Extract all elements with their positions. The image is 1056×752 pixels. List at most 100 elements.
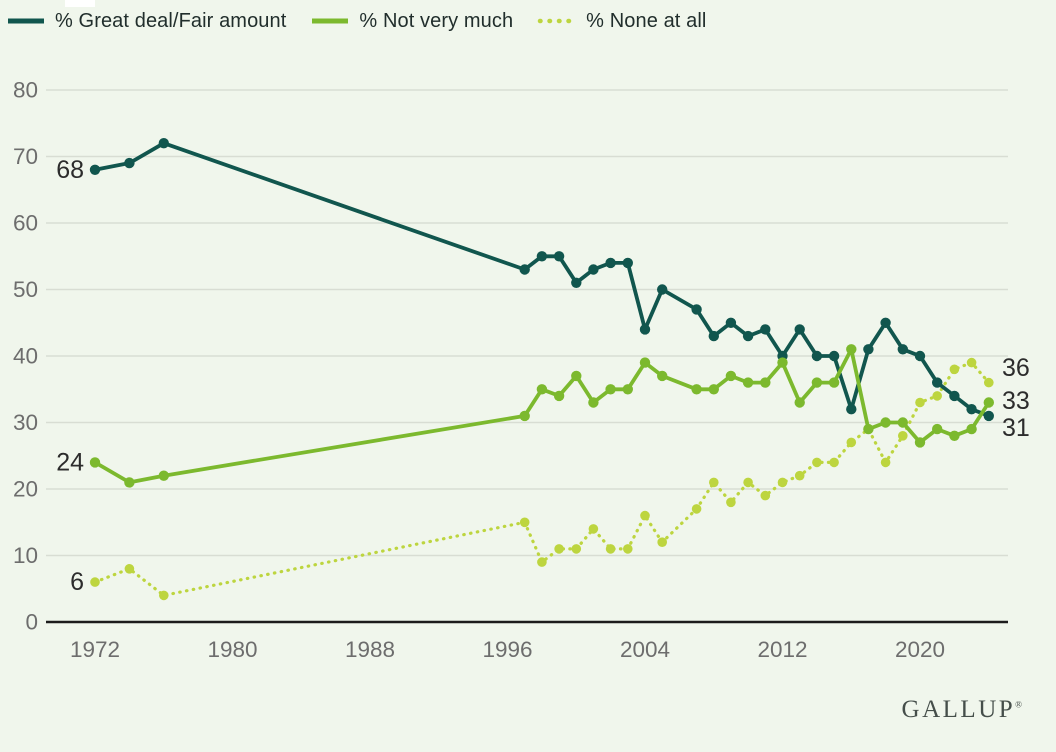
data-point-2019 xyxy=(897,417,908,428)
data-point-2010 xyxy=(742,330,754,342)
data-point-2013 xyxy=(794,397,805,408)
legend: % Great deal/Fair amount % Not very much%… xyxy=(6,7,706,35)
legend-swatch-dotted-line-icon xyxy=(537,18,578,24)
data-point-2013 xyxy=(794,324,805,335)
data-point-2009 xyxy=(725,370,737,382)
data-point-2004 xyxy=(640,510,650,521)
data-point-2018 xyxy=(880,417,891,428)
data-point-1999 xyxy=(554,544,564,554)
y-tick-label-10: 10 xyxy=(13,543,38,568)
data-point-1998 xyxy=(536,251,548,262)
data-point-2022 xyxy=(949,364,960,375)
series-start-label: 24 xyxy=(56,448,84,476)
data-point-1999 xyxy=(553,390,565,402)
legend-label-0: % Great deal/Fair amount xyxy=(55,10,287,32)
data-point-2018 xyxy=(880,457,891,468)
y-tick-label-40: 40 xyxy=(13,344,38,369)
data-point-2008 xyxy=(708,330,719,342)
data-point-2007 xyxy=(691,504,702,514)
data-point-2009 xyxy=(726,497,736,508)
x-tick-label-1988: 1988 xyxy=(345,637,395,662)
data-point-2003 xyxy=(623,544,633,554)
data-point-2021 xyxy=(932,423,943,435)
y-tick-label-0: 0 xyxy=(25,610,38,635)
legend-item-0: % Great deal/Fair amount xyxy=(6,7,286,35)
data-point-2001 xyxy=(588,524,599,534)
data-point-2021 xyxy=(932,391,942,401)
data-point-2010 xyxy=(742,377,754,388)
data-point-2008 xyxy=(709,477,719,488)
data-point-2010 xyxy=(743,477,753,488)
data-point-2018 xyxy=(880,317,891,328)
legend-swatch-solid-line-icon xyxy=(8,18,44,24)
data-point-2004 xyxy=(639,357,651,368)
y-tick-label-80: 80 xyxy=(13,78,38,103)
data-point-2016 xyxy=(846,437,857,448)
data-point-1972 xyxy=(90,577,100,587)
x-tick-label-1996: 1996 xyxy=(482,637,532,662)
data-point-2008 xyxy=(708,384,719,395)
data-point-2020 xyxy=(914,437,926,448)
data-point-2015 xyxy=(828,377,840,388)
data-point-2002 xyxy=(605,257,616,269)
data-point-1997 xyxy=(519,264,530,275)
data-point-2019 xyxy=(898,431,908,441)
data-point-2001 xyxy=(588,264,599,275)
data-point-2023 xyxy=(966,404,977,415)
y-tick-label-70: 70 xyxy=(13,144,38,169)
gallup-logo-text: GALLUP xyxy=(901,696,1016,723)
series-end-label: 36 xyxy=(1002,354,1030,382)
legend-item-1: % Not very much xyxy=(310,7,513,35)
data-point-1999 xyxy=(553,251,565,262)
data-point-2022 xyxy=(949,390,960,402)
legend-item-2: % None at all xyxy=(537,7,706,35)
data-point-2005 xyxy=(657,537,667,547)
data-point-2017 xyxy=(863,423,874,435)
data-point-2005 xyxy=(657,284,668,295)
legend-label-2: % None at all xyxy=(586,10,707,32)
series-start-label: 68 xyxy=(56,156,84,184)
data-point-2002 xyxy=(605,544,616,554)
data-point-1997 xyxy=(519,517,530,528)
data-point-1976 xyxy=(158,470,169,481)
data-point-2011 xyxy=(760,490,771,501)
data-point-2012 xyxy=(777,477,788,488)
data-point-1974 xyxy=(124,564,135,574)
data-point-2009 xyxy=(725,317,737,328)
data-point-2007 xyxy=(691,384,702,395)
data-point-2011 xyxy=(760,324,771,335)
data-point-1998 xyxy=(536,384,548,395)
data-point-2007 xyxy=(691,304,702,315)
series-end-label: 33 xyxy=(1002,387,1030,415)
x-tick-label-2012: 2012 xyxy=(757,637,807,662)
data-point-2003 xyxy=(622,384,633,395)
x-tick-label-2020: 2020 xyxy=(895,637,945,662)
data-point-2024 xyxy=(983,410,994,422)
data-point-2023 xyxy=(966,423,977,435)
data-point-2001 xyxy=(588,397,599,408)
data-point-2004 xyxy=(639,324,651,335)
x-tick-label-1972: 1972 xyxy=(70,637,120,662)
y-tick-label-20: 20 xyxy=(13,477,38,502)
data-point-2021 xyxy=(932,377,943,388)
data-point-1998 xyxy=(537,557,547,567)
data-point-1972 xyxy=(89,164,101,175)
data-point-2000 xyxy=(571,544,582,554)
x-tick-label-1980: 1980 xyxy=(207,637,257,662)
legend-label-1: % Not very much xyxy=(359,10,514,32)
data-point-2024 xyxy=(984,377,994,388)
data-point-2023 xyxy=(966,357,977,368)
data-point-2000 xyxy=(571,277,582,288)
x-tick-label-2004: 2004 xyxy=(620,637,670,662)
series-line-solid--Not-very-much xyxy=(94,347,991,485)
data-point-2024 xyxy=(983,397,994,408)
data-point-1976 xyxy=(159,590,169,601)
data-point-2020 xyxy=(915,397,925,408)
data-point-2015 xyxy=(828,350,840,362)
data-point-2011 xyxy=(760,377,771,388)
data-point-1972 xyxy=(89,457,101,468)
series-start-label: 6 xyxy=(70,568,84,596)
registered-trademark-icon: ® xyxy=(1015,699,1022,710)
data-point-2020 xyxy=(914,350,926,362)
